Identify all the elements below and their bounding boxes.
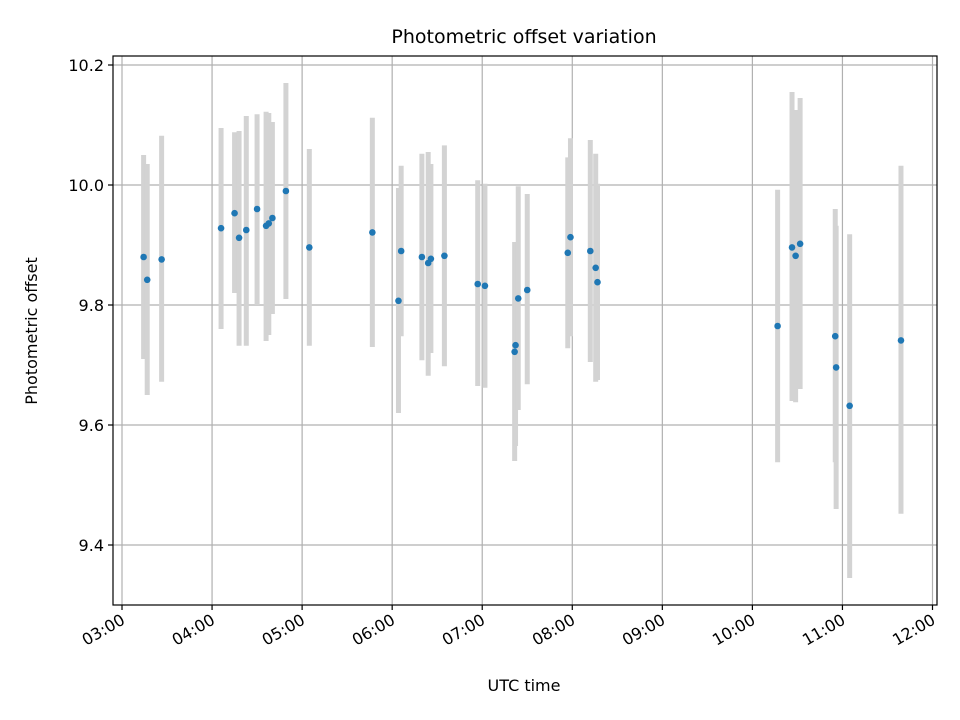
y-tick-label: 9.8	[79, 296, 104, 315]
data-point	[282, 187, 290, 195]
data-points	[140, 187, 905, 410]
data-point	[242, 226, 250, 234]
data-point	[792, 252, 799, 260]
grid-lines	[113, 56, 937, 605]
data-point	[418, 253, 426, 261]
data-point	[481, 282, 489, 290]
data-point	[594, 278, 601, 286]
data-point	[306, 244, 313, 251]
data-point	[395, 297, 402, 305]
data-point	[592, 264, 599, 272]
data-point	[217, 224, 225, 232]
data-point	[265, 220, 273, 227]
y-tick-label: 10.0	[68, 176, 104, 195]
data-point	[774, 322, 781, 330]
data-point	[427, 255, 435, 263]
x-axis-title: UTC time	[488, 676, 561, 695]
data-point	[140, 253, 147, 261]
data-point	[235, 234, 243, 242]
data-point	[586, 247, 594, 255]
data-point	[441, 252, 448, 260]
data-point	[512, 341, 519, 349]
y-tick-label: 9.6	[79, 416, 104, 435]
data-point	[567, 233, 574, 241]
data-point	[511, 348, 518, 356]
data-point	[523, 286, 531, 294]
data-point	[832, 364, 840, 371]
data-point	[564, 249, 572, 257]
y-tick-label: 10.2	[68, 56, 104, 75]
data-point	[897, 337, 905, 344]
data-point	[788, 244, 796, 251]
data-point	[846, 402, 853, 410]
plot-area-frame	[112, 55, 938, 606]
data-point	[474, 280, 482, 288]
chart-title: Photometric offset variation	[391, 26, 656, 48]
data-point	[831, 332, 839, 340]
y-tick-label: 9.4	[79, 536, 104, 555]
data-point	[397, 247, 405, 255]
data-point	[143, 276, 151, 284]
data-point	[231, 209, 238, 217]
y-axis-title: Photometric offset	[22, 257, 41, 405]
data-point	[514, 295, 522, 302]
data-point	[369, 229, 376, 236]
data-point	[158, 256, 165, 263]
data-point	[253, 205, 261, 213]
data-point	[796, 240, 804, 248]
data-point	[269, 214, 276, 222]
